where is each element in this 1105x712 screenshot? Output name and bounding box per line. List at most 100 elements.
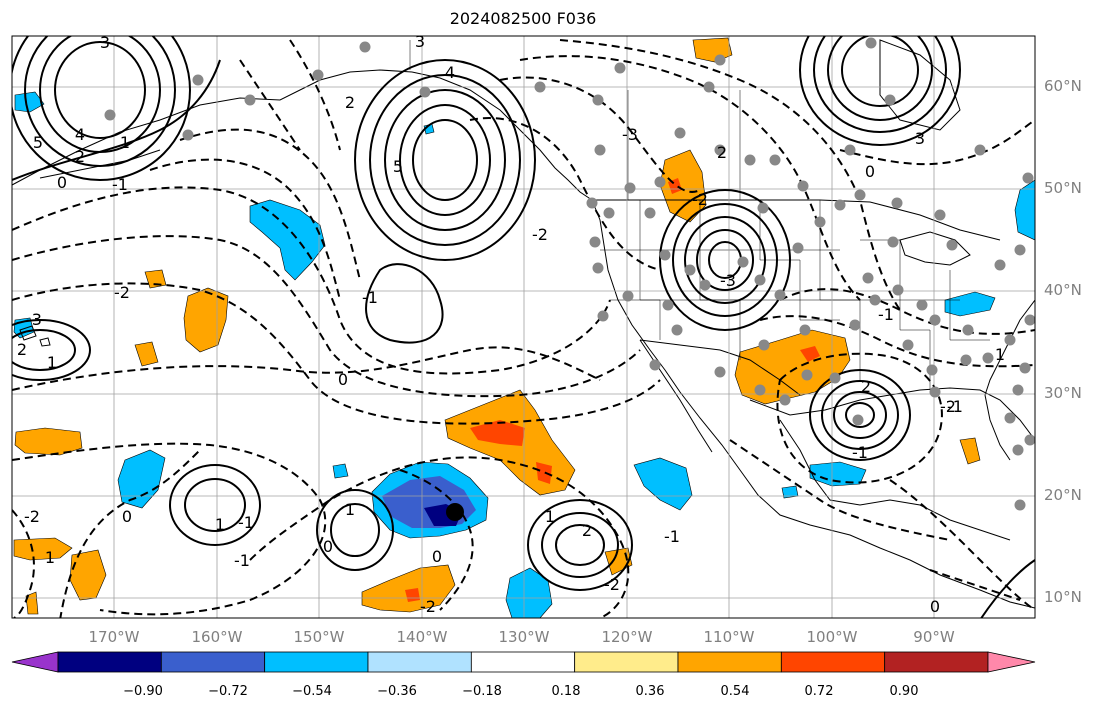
- contour-label: 0: [57, 173, 67, 192]
- contour-texas-4: [845, 402, 875, 428]
- colorbar-tick: −0.72: [208, 684, 248, 699]
- shade-negative-west2: [117, 449, 166, 509]
- lon-label: 120°W: [601, 628, 653, 646]
- colorbar-tick: 0.36: [635, 684, 665, 699]
- lon-label: 160°W: [191, 628, 243, 646]
- shade-positive-west-2: [14, 427, 83, 456]
- contour-label: -2: [604, 575, 620, 594]
- coast-west-us: [591, 199, 1035, 609]
- contour-southwest-2: [672, 203, 778, 317]
- solid-contours: [12, 36, 1035, 618]
- shade-positive-west-4: [69, 549, 107, 601]
- colorbar-segment: [470, 651, 576, 673]
- lat-label: 40°N: [1044, 281, 1082, 299]
- contour-label: 5: [393, 157, 403, 176]
- shade-positive-texas-red: [800, 346, 820, 362]
- contour-southwest-3: [684, 216, 766, 304]
- lon-label: 110°W: [703, 628, 755, 646]
- map-frame: [11, 35, 1036, 619]
- contour-high-canada-2: [813, 36, 947, 133]
- lon-label: 100°W: [806, 628, 858, 646]
- contour-high-gulf-alaska-4: [399, 104, 491, 216]
- storm-center-marker: [446, 503, 464, 521]
- colorbar-segment: [57, 651, 162, 673]
- contour-label: 1: [120, 133, 130, 152]
- border-us-mexico: [639, 339, 801, 396]
- shade-positive-north: [692, 37, 733, 63]
- contour-atlantic: [980, 559, 1035, 618]
- contour-label: -1: [112, 175, 128, 194]
- coast-mexico-east: [779, 419, 1011, 541]
- contour-label: -3: [26, 310, 42, 329]
- contour-label: -3: [622, 125, 638, 144]
- lat-label: 60°N: [1044, 77, 1082, 95]
- map-title: 2024082500 F036: [449, 9, 597, 28]
- hawaii: [19, 325, 37, 341]
- station-dots: [104, 37, 1035, 511]
- contour-label: -1: [947, 397, 963, 416]
- colorbar-segment: [264, 651, 369, 673]
- lat-label: 20°N: [1044, 486, 1082, 504]
- contour-high-alaska-2: [24, 36, 176, 167]
- contour-south-3: [555, 524, 605, 566]
- shade-negative-west: [249, 199, 326, 281]
- colorbar-extend-high: [987, 651, 1036, 673]
- contour-high-canada-1: [799, 36, 961, 146]
- contour-south-1: [527, 499, 633, 591]
- hawaii-2: [39, 337, 51, 347]
- contour-label: -2: [692, 190, 708, 209]
- shade-negative-south: [505, 567, 553, 618]
- shade-positive-mid-pacific-red: [470, 420, 525, 446]
- contour-southwest-4: [696, 229, 754, 291]
- shade-positive-small-2: [134, 341, 159, 367]
- colorbar-tick: −0.36: [377, 684, 417, 699]
- contour-high-alaska-4: [54, 41, 146, 139]
- shade-negative-gulf: [809, 461, 867, 487]
- contour-high-gulf-alaska-3: [384, 89, 506, 231]
- shade-positive-small-3: [959, 437, 981, 465]
- lon-label: 140°W: [396, 628, 448, 646]
- contour-label: 3: [100, 33, 110, 52]
- contour-label: -3: [720, 271, 736, 290]
- contour-mid-pacific-lobe: [365, 263, 444, 344]
- colorbar-segment: [884, 651, 989, 673]
- contour-label: -1: [234, 551, 250, 570]
- contour-label: 1: [215, 515, 225, 534]
- contour-label: 3: [915, 129, 925, 148]
- contour-label: 0: [930, 597, 940, 616]
- contour-label: 2: [345, 93, 355, 112]
- graticule: [12, 36, 1035, 618]
- colorbar-tick: −0.90: [123, 684, 163, 699]
- contour-label: -2: [24, 507, 40, 526]
- contour-label: -2: [940, 397, 956, 416]
- contour-high-alaska-1: [12, 36, 191, 181]
- colorbar-segment: [677, 651, 782, 673]
- contour-label: 1: [47, 353, 57, 372]
- lat-label: 30°N: [1044, 384, 1082, 402]
- shade-positive-south: [361, 564, 456, 613]
- contour-hawaii-2: [12, 329, 76, 371]
- contour-texas-3: [833, 391, 887, 439]
- shade-positive-south-red: [405, 588, 420, 602]
- coast-baja: [639, 339, 713, 453]
- contour-label: -2: [532, 225, 548, 244]
- colorbar-tick: 0.90: [889, 684, 919, 699]
- contour-label: 1: [345, 500, 355, 519]
- hudson-bay: [879, 39, 961, 131]
- coastlines: [12, 39, 1035, 609]
- contour-central-2: [330, 503, 380, 557]
- contour-texas-2: [821, 380, 899, 450]
- contour-hawaii-1: [12, 319, 91, 381]
- colorbar: [11, 651, 1036, 673]
- shade-positive-mid-pacific-red2: [536, 462, 552, 484]
- contour-label: 2: [75, 147, 85, 166]
- contour-label: -1: [238, 513, 254, 532]
- colorbar-segment: [367, 651, 472, 673]
- contour-southwest-1: [659, 189, 791, 331]
- colorbar-extend-low: [11, 651, 59, 673]
- coast-gulf-mexico: [749, 387, 1035, 441]
- colorbar-tick: 0.72: [804, 684, 834, 699]
- contour-label: 0: [865, 162, 875, 181]
- shade-negative-baja: [633, 457, 693, 511]
- contour-label: 0: [122, 507, 132, 526]
